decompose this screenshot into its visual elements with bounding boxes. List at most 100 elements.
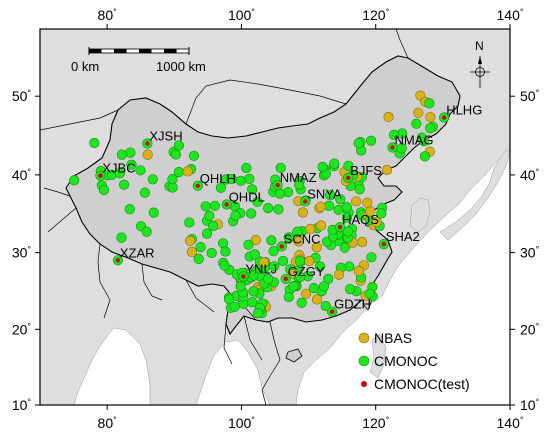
bottom-lon-tick-label: 100° <box>228 415 255 431</box>
right-lat-tick-label: 30° <box>520 245 540 261</box>
test-station-marker <box>390 145 395 150</box>
cmonoc-station-marker <box>283 232 294 243</box>
nbas-station-marker <box>371 216 382 227</box>
nbas-station-marker <box>351 196 362 207</box>
cmonoc-station-marker <box>263 273 274 285</box>
cmonoc-station-marker <box>344 261 355 272</box>
station-code-label: QHDL <box>229 190 265 205</box>
cmonoc-station-marker <box>416 132 428 143</box>
land-japan <box>439 149 510 241</box>
station-code-label: XJBC <box>102 161 135 176</box>
station-code-label: NMAG <box>395 133 434 148</box>
cmonoc-station-marker <box>296 297 307 308</box>
nbas-station-marker <box>413 107 424 118</box>
cmonoc-station-marker <box>244 173 255 184</box>
cmonoc-station-marker <box>241 162 252 174</box>
legend-nbas-marker <box>358 332 370 344</box>
nbas-station-marker <box>353 265 364 277</box>
nbas-station-marker <box>258 257 269 268</box>
legend-cmonoc-label: CMONOC <box>374 353 438 369</box>
test-station-marker <box>329 309 335 314</box>
cmonoc-station-marker <box>341 202 352 213</box>
left-lat-tick-label: 30° <box>12 245 32 261</box>
nbas-station-marker <box>333 269 345 280</box>
cmonoc-station-marker <box>126 159 137 170</box>
left-lat-tick-label: 20° <box>12 321 32 337</box>
cmonoc-station-marker <box>339 242 350 253</box>
scale-bar: 0 km 1000 km <box>71 47 206 74</box>
test-station-marker <box>275 182 280 188</box>
nbas-station-marker <box>357 236 368 248</box>
station-code-label: HLHG <box>446 103 482 118</box>
cmonoc-station-marker <box>263 203 274 214</box>
station-code-label: BJFS <box>350 163 382 178</box>
cmonoc-station-marker <box>229 301 240 312</box>
cmonoc-station-marker <box>204 210 215 221</box>
nbas-station-marker <box>297 207 309 218</box>
cmonoc-station-marker <box>230 210 241 221</box>
cmonoc-station-marker <box>235 175 246 186</box>
cmonoc-station-marker <box>139 187 150 198</box>
cmonoc-station-marker <box>342 226 354 237</box>
left-lat-tick-label: 50° <box>12 88 32 104</box>
cmonoc-station-marker <box>419 151 431 162</box>
cmonoc-station-marker <box>366 135 377 146</box>
cmonoc-station-marker <box>170 149 181 160</box>
cmonoc-station-marker <box>247 297 258 308</box>
cmonoc-station-marker <box>173 140 184 151</box>
cmonoc-station-marker <box>425 123 436 134</box>
legend-cmonoc-marker <box>358 355 370 367</box>
cmonoc-station-marker <box>69 175 80 186</box>
cmonoc-station-marker <box>184 217 195 228</box>
cmonoc-station-marker <box>294 179 305 190</box>
cmonoc-station-marker <box>366 252 377 263</box>
cmonoc-station-marker <box>226 173 237 185</box>
cmonoc-station-marker <box>345 284 356 295</box>
nbas-station-marker <box>293 236 304 247</box>
nbas-station-marker <box>425 112 436 123</box>
north-arrow: N <box>470 39 490 88</box>
cmonoc-station-marker <box>320 300 331 312</box>
right-lat-tick-label: 20° <box>520 321 540 337</box>
cmonoc-station-marker <box>220 246 231 257</box>
cmonoc-station-marker <box>124 204 135 215</box>
cmonoc-station-marker <box>292 226 303 237</box>
cmonoc-station-marker <box>215 182 226 193</box>
right-lat-tick-label: 10° <box>520 397 540 413</box>
legend-test-label: CMONOC(test) <box>374 376 470 392</box>
test-station-marker <box>241 274 246 279</box>
station-code-label: HAQS <box>342 212 379 227</box>
test-station-marker <box>381 241 386 247</box>
nbas-station-marker <box>381 164 393 176</box>
cmonoc-station-marker <box>247 184 258 195</box>
cmonoc-station-marker <box>341 212 353 223</box>
cmonoc-station-marker <box>116 232 127 243</box>
test-station-marker <box>115 258 121 263</box>
top-lon-tick-label: 100° <box>228 7 255 23</box>
left-lat-tick-label: 10° <box>12 397 32 413</box>
station-code-label: GDZH <box>334 297 371 312</box>
cmonoc-station-marker <box>268 246 279 257</box>
cmonoc-station-marker <box>116 149 127 160</box>
nbas-station-marker <box>142 149 153 160</box>
station-labels: HLHG XJSH NMAG XJBC QHLH NMAZ BJFS QHDL SNYAHAQS… <box>102 103 482 312</box>
test-station-marker <box>442 115 447 120</box>
country-borders <box>40 29 409 365</box>
cmonoc-station-marker <box>201 228 213 239</box>
map-frame <box>39 28 511 406</box>
cmonoc-station-marker <box>208 220 219 232</box>
bottom-lon-tick-label: 80° <box>98 415 118 431</box>
nbas-station-marker <box>383 111 394 122</box>
cmonoc-station-marker <box>364 288 375 299</box>
cmonoc-station-marker <box>329 158 340 169</box>
test-station-marker <box>279 244 284 249</box>
cmonoc-station-marker <box>243 239 254 250</box>
legend: NBAS CMONOC CMONOC(test) <box>358 330 470 392</box>
coastline <box>261 321 281 405</box>
cmonoc-station-marker <box>266 235 277 246</box>
nbas-station-marker <box>182 166 193 177</box>
cmonoc-station-marker <box>118 179 130 190</box>
nbas-station-marker <box>315 201 326 212</box>
cmonoc-station-marker <box>235 281 246 292</box>
